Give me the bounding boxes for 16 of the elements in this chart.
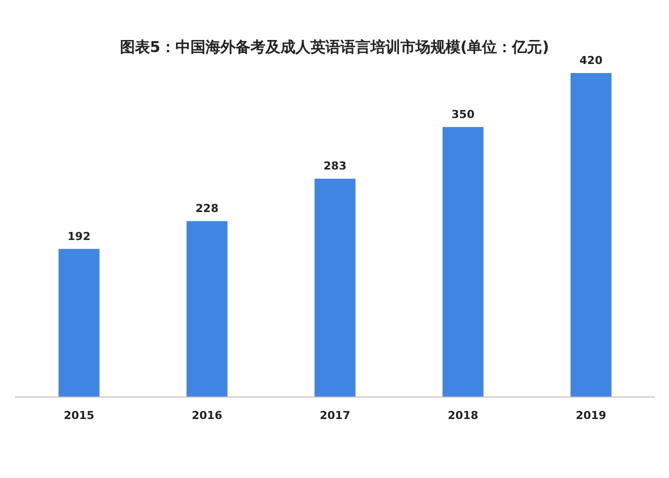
data-label: 228	[196, 202, 218, 216]
x-tick-label: 2019	[576, 409, 606, 422]
x-tick-label: 2016	[192, 409, 223, 422]
x-tick-label: 2015	[64, 409, 94, 422]
bar	[314, 178, 356, 397]
bar	[442, 127, 484, 397]
x-tick-label: 2017	[320, 409, 350, 422]
chart-title: 图表5：中国海外备考及成人英语语言培训市场规模(单位：亿元)	[120, 38, 550, 56]
data-label: 350	[452, 108, 475, 121]
bar	[58, 248, 100, 397]
bar	[186, 221, 228, 397]
data-label: 420	[580, 54, 603, 67]
data-label: 192	[68, 230, 90, 243]
bar	[570, 73, 612, 397]
x-tick-label: 2018	[448, 409, 478, 422]
data-label: 283	[324, 160, 346, 173]
